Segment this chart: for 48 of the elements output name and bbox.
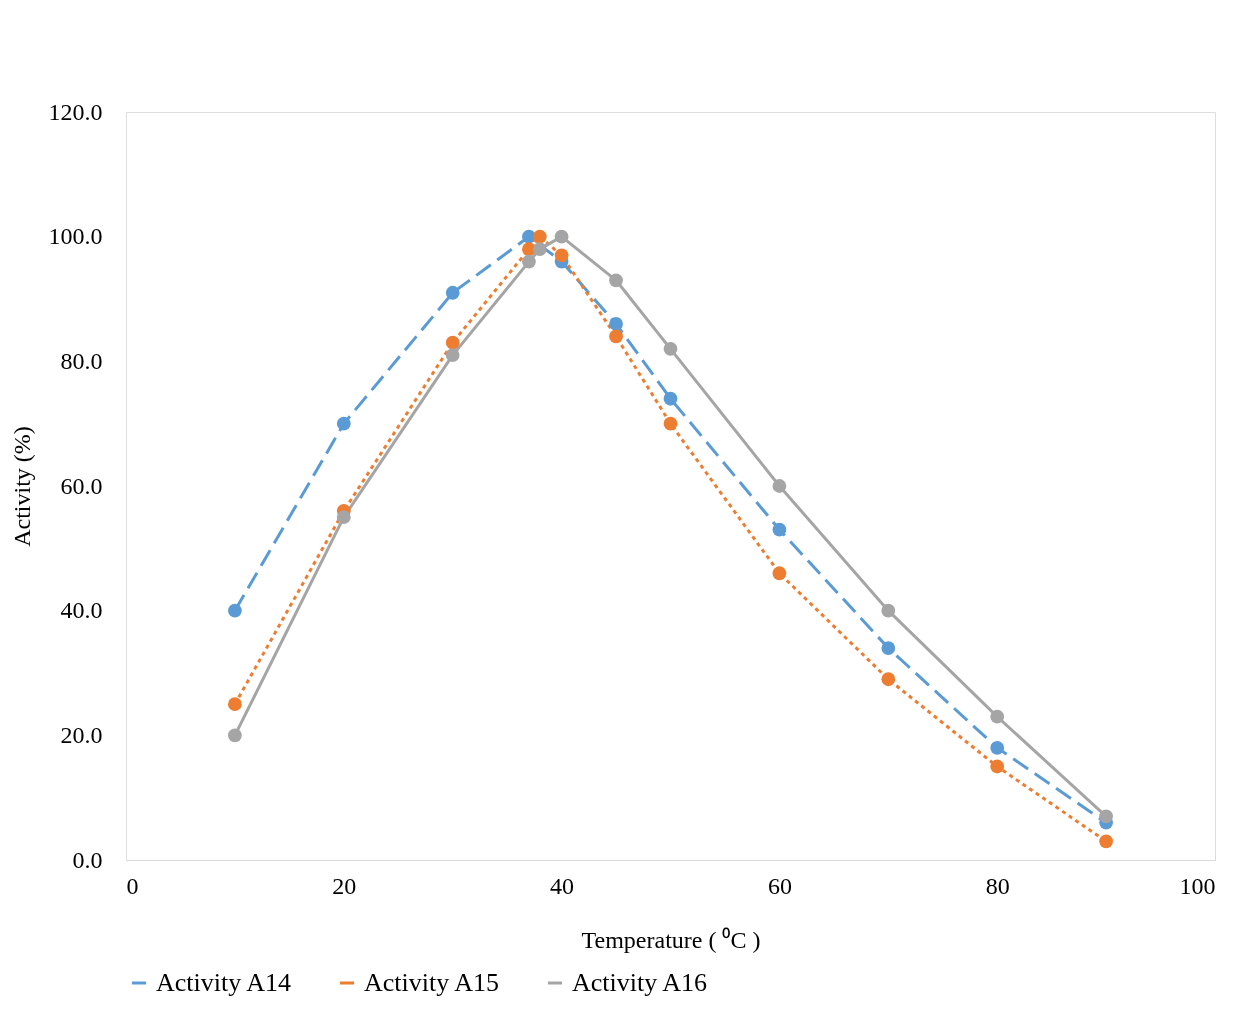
point: [1099, 809, 1113, 824]
point: [663, 391, 678, 406]
y-axis-title: Activity (%): [8, 426, 35, 547]
point: [609, 329, 623, 344]
y-tick-label: 20.0: [60, 721, 103, 748]
y-tick-label: 0.0: [72, 846, 103, 873]
point: [532, 242, 547, 257]
point: [772, 522, 787, 537]
legend-label: Activity A14: [156, 968, 292, 997]
y-tick-label: 100.0: [48, 223, 103, 250]
point: [445, 285, 460, 300]
y-tick-label: 40.0: [60, 597, 103, 624]
point: [445, 348, 460, 362]
y-tick-label: 80.0: [60, 347, 103, 374]
point: [990, 709, 1005, 724]
x-axis-title: Temperature ( ⁰C ): [581, 926, 761, 953]
point: [990, 759, 1005, 774]
x-tick-label: 20: [332, 872, 357, 899]
x-tick-label: 0: [126, 872, 139, 899]
point: [228, 728, 242, 743]
x-tick-label: 100: [1179, 872, 1216, 899]
point: [881, 603, 896, 618]
x-tick-label: 60: [767, 872, 792, 899]
y-tick-label: 120.0: [48, 98, 103, 125]
point: [554, 248, 569, 263]
point: [609, 273, 623, 288]
legend-label: Activity A16: [572, 968, 708, 997]
y-tick-label: 60.0: [60, 472, 103, 499]
point: [609, 317, 623, 331]
point: [881, 672, 896, 687]
point: [881, 641, 896, 655]
legend-label: Activity A15: [364, 968, 500, 997]
point: [772, 479, 787, 493]
point: [336, 510, 351, 525]
point: [522, 254, 536, 269]
point: [445, 335, 460, 350]
point: [772, 566, 787, 581]
point: [336, 416, 351, 431]
point: [990, 740, 1005, 755]
point: [1099, 834, 1113, 849]
point: [663, 416, 678, 431]
point: [663, 341, 678, 356]
x-tick-label: 80: [985, 872, 1010, 899]
point: [532, 229, 547, 244]
point: [228, 603, 242, 618]
point: [228, 697, 242, 712]
x-tick-label: 40: [550, 872, 575, 899]
point: [554, 229, 569, 244]
